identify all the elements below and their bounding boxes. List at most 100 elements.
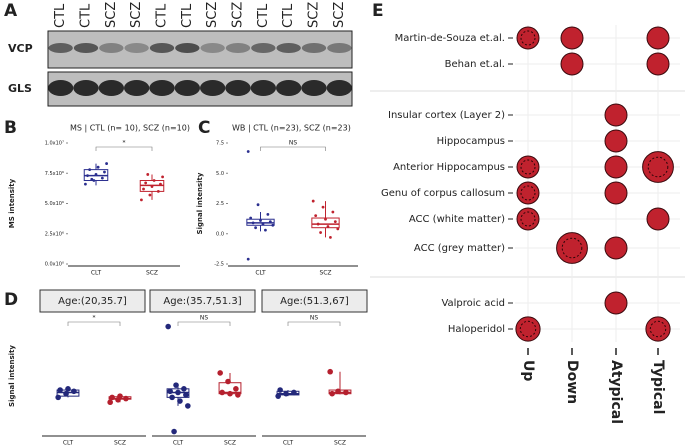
x-tick-label: SCZ xyxy=(224,440,236,447)
blot-band xyxy=(251,43,276,53)
row-label: Insular cortex (Layer 2) xyxy=(388,110,505,121)
data-point xyxy=(167,388,173,395)
data-point xyxy=(311,199,315,203)
data-point xyxy=(175,389,181,396)
dot xyxy=(604,236,628,260)
data-point xyxy=(314,214,318,218)
blot-band xyxy=(301,43,327,53)
row-label: Hippocampus xyxy=(437,136,505,147)
dot xyxy=(560,52,584,76)
dot xyxy=(646,52,670,76)
dot-ring xyxy=(520,211,536,227)
lane-label: CTL xyxy=(155,3,170,28)
dot xyxy=(604,181,628,205)
data-point xyxy=(271,223,275,227)
data-point xyxy=(71,388,77,395)
x-tick-label: CLT xyxy=(255,270,266,277)
y-tick-label: 2.5 xyxy=(216,201,224,207)
data-point xyxy=(335,388,341,395)
data-point xyxy=(144,181,148,185)
row-label: Martin-de-Souza et.al. xyxy=(395,33,505,44)
panel-label: D xyxy=(4,290,18,310)
blot-band xyxy=(149,80,175,96)
data-point xyxy=(316,222,320,226)
blot-band xyxy=(225,80,251,96)
dot xyxy=(516,155,540,179)
blot-band xyxy=(200,80,226,96)
lane-label: SCZ xyxy=(307,2,322,28)
x-tick-label: CLT xyxy=(283,440,294,447)
data-point xyxy=(185,403,191,409)
row-label: Haloperidol xyxy=(448,324,505,335)
data-point xyxy=(84,182,87,186)
significance-bracket xyxy=(287,321,341,326)
data-point xyxy=(86,174,89,178)
data-point xyxy=(140,198,143,202)
column-label: Atypical xyxy=(608,360,624,424)
lane-label: CTL xyxy=(256,3,271,28)
row-label: Behan et.al. xyxy=(445,59,505,70)
data-point xyxy=(146,173,150,176)
facet-title: Age:(20,35.7] xyxy=(58,296,127,307)
x-tick-label: SCZ xyxy=(319,270,331,277)
data-point xyxy=(142,187,145,191)
panel-label: B xyxy=(4,118,17,138)
data-point xyxy=(275,393,281,399)
lane-label: SCZ xyxy=(231,2,246,28)
blot-frame xyxy=(47,30,353,69)
data-point xyxy=(326,225,330,228)
data-point xyxy=(90,177,94,181)
dot xyxy=(645,316,671,342)
data-point xyxy=(331,210,335,214)
significance-bracket xyxy=(260,146,326,151)
data-point xyxy=(65,386,71,392)
x-tick-label: CLT xyxy=(63,440,74,447)
column-label: Up xyxy=(520,360,536,381)
data-point xyxy=(246,150,250,153)
x-tick-label: SCZ xyxy=(114,440,126,447)
y-tick-label: 7.5 xyxy=(216,141,224,147)
data-point xyxy=(329,390,335,397)
facet-title: Age:(35.7,51.3] xyxy=(163,296,241,307)
lane-label: CTL xyxy=(281,3,296,28)
data-point xyxy=(171,428,177,435)
data-point xyxy=(57,387,63,393)
row-label: Valproic acid xyxy=(441,298,505,309)
data-point xyxy=(92,179,96,182)
y-tick-label: 7.5x10⁶ xyxy=(45,171,64,177)
data-point xyxy=(256,203,260,207)
dot xyxy=(604,155,628,179)
data-point xyxy=(183,392,189,398)
lane-label: CTL xyxy=(180,3,195,28)
blot-band xyxy=(174,80,200,96)
dot xyxy=(646,207,670,231)
dot xyxy=(516,207,540,231)
data-point xyxy=(333,220,337,224)
data-point xyxy=(94,173,98,176)
lane-label: CTL xyxy=(53,3,68,28)
data-point xyxy=(88,168,92,172)
blot-band xyxy=(124,43,149,53)
y-tick-label: 0.0x10⁰ xyxy=(45,262,64,268)
data-point xyxy=(96,165,100,169)
data-point xyxy=(343,389,349,396)
data-point xyxy=(336,227,340,231)
dot xyxy=(516,181,540,205)
data-point xyxy=(268,220,272,224)
data-point xyxy=(173,382,179,388)
facet-title: Age:(51.3,67] xyxy=(280,296,349,307)
blot-band xyxy=(250,80,276,96)
data-point xyxy=(159,182,162,186)
data-point xyxy=(100,176,104,180)
data-point xyxy=(123,395,129,402)
facet-strip xyxy=(261,289,368,313)
data-point xyxy=(225,378,231,385)
data-point xyxy=(177,398,183,404)
dot xyxy=(646,26,670,50)
y-axis-label: Signal intensity xyxy=(196,172,204,234)
data-point xyxy=(329,235,332,239)
row-label: Anterior Hippocampus xyxy=(393,162,505,173)
blot-band xyxy=(301,80,327,96)
data-point xyxy=(227,390,233,397)
facet-strip xyxy=(149,289,256,313)
